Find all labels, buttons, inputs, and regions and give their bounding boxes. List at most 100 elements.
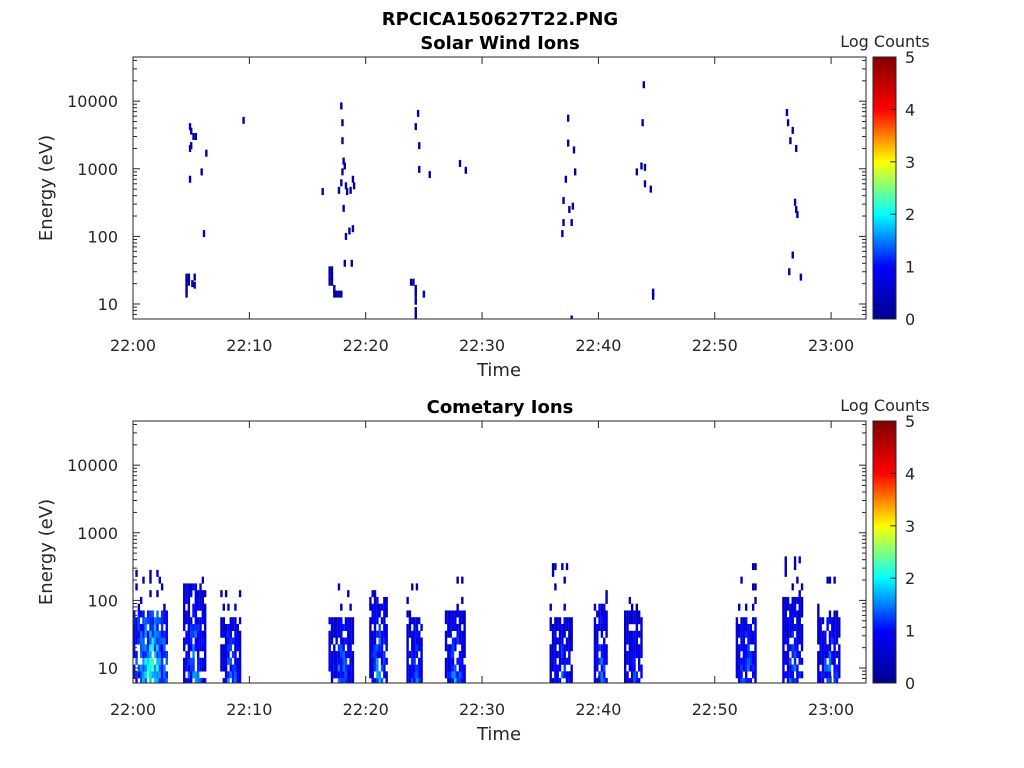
cometary-heatmap-cell	[838, 657, 841, 665]
solar-wind-heatmap-cell	[785, 108, 789, 116]
cometary-heatmap-cell	[747, 678, 750, 683]
cometary-heatmap-cell	[744, 651, 748, 659]
cometary-heatmap-cell	[742, 664, 746, 672]
cometary-heatmap-cell	[626, 678, 629, 683]
cometary-heatmap-cell	[786, 671, 790, 679]
cometary-heatmap-cell	[199, 678, 202, 683]
cometary-heatmap-cell	[554, 671, 557, 679]
cometary-heatmap-cell	[603, 657, 606, 665]
cometary-heatmap-cell	[376, 617, 379, 625]
cometary-heatmap-cell	[565, 637, 569, 645]
cometary-heatmap-cell	[415, 678, 419, 683]
cometary-heatmap-cell	[229, 671, 232, 679]
cometary-heatmap-cell	[603, 678, 606, 683]
cometary-heatmap-cell	[747, 657, 750, 665]
cometary-heatmap-cell	[234, 644, 237, 652]
cometary-heatmap-cell	[789, 671, 792, 679]
cometary-heatmap-cell	[347, 651, 350, 659]
cometary-heatmap-cell	[600, 664, 604, 672]
cometary-heatmap-cell	[238, 637, 242, 645]
solar-wind-x-label: Time	[476, 360, 521, 381]
cometary-heatmap-cell	[838, 617, 841, 625]
cometary-heatmap-cell	[824, 630, 827, 638]
cometary-heatmap-cell	[158, 657, 161, 665]
cometary-heatmap-cell	[826, 576, 829, 584]
cometary-heatmap-cell	[231, 651, 235, 659]
cometary-heatmap-cell	[603, 637, 606, 645]
cometary-heatmap-cell	[139, 678, 143, 683]
cometary-heatmap-cell	[411, 583, 414, 591]
cometary-heatmap-cell	[605, 657, 608, 665]
cometary-heatmap-cell	[135, 637, 138, 645]
cometary-heatmap-cell	[149, 590, 152, 598]
cometary-heatmap-cell	[796, 617, 799, 625]
cometary-heatmap-cell	[623, 617, 627, 625]
cometary-heatmap-cell	[824, 657, 827, 665]
cometary-heatmap-cell	[190, 617, 193, 625]
cometary-heatmap-cell	[328, 637, 331, 645]
cometary-heatmap-cell	[554, 664, 557, 672]
cometary-heatmap-cell	[156, 678, 159, 683]
cometary-heatmap-cell	[199, 603, 202, 611]
cometary-heatmap-cell	[227, 623, 230, 631]
cometary-heatmap-cell	[821, 637, 825, 645]
cometary-heatmap-cell	[740, 617, 743, 625]
cometary-heatmap-cell	[623, 623, 627, 631]
cometary-heatmap-cell	[234, 623, 237, 631]
cometary-heatmap-cell	[160, 623, 164, 631]
cometary-heatmap-cell	[220, 630, 223, 638]
cometary-heatmap-cell	[151, 657, 155, 665]
cometary-heatmap-cell	[222, 623, 225, 631]
cometary-heatmap-cell	[565, 563, 569, 571]
cometary-heatmap-cell	[135, 657, 138, 665]
cometary-heatmap-cell	[744, 630, 748, 638]
cometary-heatmap-cell	[735, 630, 739, 638]
solar-wind-heatmap-cell	[335, 290, 338, 298]
cometary-heatmap-cell	[800, 583, 804, 591]
cometary-heatmap-cell	[819, 671, 822, 679]
cometary-heatmap-cell	[165, 651, 168, 659]
cometary-heatmap-cell	[817, 610, 820, 618]
cometary-heatmap-cell	[782, 657, 785, 665]
cometary-heatmap-cell	[821, 671, 825, 679]
cometary-heatmap-cell	[549, 603, 552, 611]
cometary-heatmap-cell	[340, 637, 343, 645]
cometary-heatmap-cell	[156, 610, 159, 618]
solar-wind-heatmap-cell	[343, 259, 346, 267]
cometary-heatmap-cell	[373, 651, 377, 659]
cometary-heatmap-cell	[565, 623, 569, 631]
cometary-heatmap-cell	[798, 671, 801, 679]
cometary-heatmap-cell	[337, 664, 341, 672]
cometary-heatmap-cell	[826, 623, 829, 631]
cometary-heatmap-cell	[351, 630, 355, 638]
cometary-heatmap-cell	[151, 637, 155, 645]
cometary-heatmap-cell	[347, 617, 350, 625]
cometary-x-label: Time	[476, 724, 521, 745]
cometary-heatmap-cell	[153, 637, 157, 645]
cometary-heatmap-cell	[371, 664, 374, 672]
cometary-heatmap-cell	[165, 637, 168, 645]
cometary-heatmap-cell	[793, 610, 797, 618]
cometary-heatmap-cell	[749, 664, 753, 672]
cometary-heatmap-cell	[156, 644, 159, 652]
cometary-heatmap-cell	[190, 630, 193, 638]
cometary-heatmap-cell	[633, 630, 636, 638]
cometary-heatmap-cell	[637, 678, 641, 683]
cometary-heatmap-cell	[227, 678, 230, 683]
cometary-heatmap-cell	[340, 678, 343, 683]
cometary-y-axis: 10 100 1000 10000	[67, 423, 866, 684]
cometary-heatmap-cell	[411, 657, 414, 665]
cometary-heatmap-cell	[835, 623, 839, 631]
cometary-heatmap-cell	[461, 657, 464, 665]
cometary-heatmap-cell	[156, 664, 159, 672]
solar-wind-heatmap-cell	[649, 185, 652, 193]
cometary-heatmap-cell	[461, 678, 464, 683]
cometary-heatmap-cell	[413, 664, 416, 672]
cometary-heatmap-cell	[194, 596, 198, 604]
cometary-heatmap-cell	[563, 617, 566, 625]
cometary-heatmap-cell	[160, 671, 164, 679]
cometary-heatmap-cell	[563, 671, 566, 679]
cometary-heatmap-cell	[747, 664, 750, 672]
cometary-heatmap-cell	[330, 623, 334, 631]
cometary-heatmap-cell	[373, 644, 377, 652]
